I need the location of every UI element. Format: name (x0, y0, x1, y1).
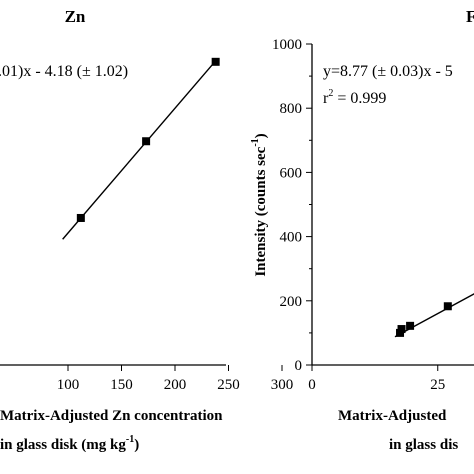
chart-zn-x-label-line2-sup: -1 (126, 434, 134, 445)
chart-f-y-tick-label: 1000 (272, 37, 302, 53)
chart-f-points (396, 302, 452, 337)
chart-zn-point (76, 213, 85, 222)
chart-zn-x-label-line2-end: ) (134, 437, 139, 453)
chart-zn-title: Zn (65, 7, 86, 26)
chart-zn: Zn .01)x - 4.18 (± 1.02) 100 150 200 250 300… (0, 7, 293, 453)
chart-zn-point (142, 137, 151, 146)
chart-zn-equation: .01)x - 4.18 (± 1.02) (0, 63, 128, 80)
chart-zn-x-tick-label: 250 (217, 377, 240, 393)
chart-zn-x-label-line2: in glass disk (mg kg-1) (0, 434, 139, 453)
chart-f-y-label-text: Intensity (counts sec (253, 146, 269, 276)
chart-f-r2-sup: 2 (328, 88, 333, 99)
chart-f-y-tick-label: 800 (280, 101, 303, 117)
chart-f-equation: y=8.77 (± 0.03)x - 5 (323, 63, 453, 80)
chart-f-y-tick-label: 400 (280, 230, 303, 246)
chart-f-y-tick-label: 600 (280, 165, 303, 181)
chart-f-point (397, 325, 406, 334)
chart-f-point (443, 302, 452, 311)
chart-f-r2-value: = 0.999 (333, 90, 386, 107)
chart-f-x-label-line2: in glass dis (389, 437, 458, 453)
chart-f-fit-line (394, 293, 474, 338)
chart-f-y-tick-labels: 0 200 400 600 800 1000 (272, 37, 312, 374)
chart-zn-x-label-line1: Matrix-Adjusted Zn concentration (0, 408, 223, 424)
chart-zn-fit-line (62, 60, 217, 240)
chart-f-y-label-end: ) (253, 133, 269, 138)
chart-f-y-tick-label: 200 (280, 294, 303, 310)
chart-f-x-tick-labels: 0255075 (308, 365, 445, 393)
chart-zn-x-tick-label: 300 (271, 377, 294, 393)
chart-f-x-label-line1: Matrix-Adjusted (338, 408, 447, 424)
chart-f-title: F (466, 7, 474, 26)
chart-f-point (406, 321, 415, 330)
chart-zn-x-label-line2-text: in glass disk (mg kg (0, 437, 126, 453)
chart-f-x-tick-label: 0 (308, 377, 316, 393)
chart-zn-x-tick-label: 100 (57, 377, 80, 393)
chart-f-y-tick-label: 0 (295, 358, 303, 374)
chart-f-r2: r2 = 0.999 (323, 88, 386, 107)
chart-f-r2-label: r (323, 90, 329, 107)
chart-zn-x-tick-labels: 100 150 200 250 300 (57, 365, 294, 393)
chart-zn-point (211, 57, 220, 66)
chart-zn-x-tick-label: 150 (110, 377, 133, 393)
chart-zn-fit-line-group (62, 60, 217, 240)
chart-f-y-label: Intensity (counts sec-1) (250, 133, 269, 276)
chart-f-y-label-sup: -1 (250, 138, 261, 146)
chart-zn-points (76, 57, 220, 222)
chart-f-fit-line-group (394, 293, 474, 338)
chart-f-x-tick-label: 25 (430, 377, 445, 393)
chart-zn-x-tick-label: 200 (164, 377, 187, 393)
